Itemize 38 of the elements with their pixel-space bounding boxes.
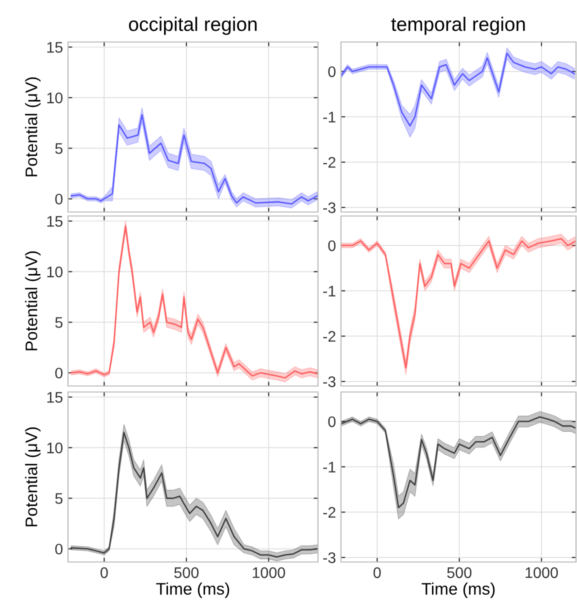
- x-tick-label: 0: [100, 567, 108, 578]
- y-tick-label: -1: [323, 112, 336, 122]
- y-tick-label: 15: [47, 216, 62, 227]
- x-tick-label: 1000: [526, 567, 558, 578]
- y-axis-title: Potential (μV): [25, 251, 41, 350]
- y-tick-label: -2: [323, 507, 336, 518]
- x-axis-title: Time (ms): [422, 582, 495, 598]
- y-tick-label: -3: [323, 202, 336, 214]
- y-tick-label: 10: [47, 266, 63, 278]
- y-tick-label: -2: [323, 157, 336, 168]
- y-tick-label: 0: [328, 240, 336, 252]
- y-tick-label: -3: [323, 552, 336, 564]
- y-tick-label: 0: [328, 416, 336, 428]
- y-tick-label: 0: [328, 66, 336, 78]
- y-tick-label: -1: [323, 462, 336, 472]
- y-axis-title: Potential (μV): [25, 77, 41, 176]
- x-tick-label: 500: [447, 567, 472, 578]
- y-tick-label: 10: [47, 442, 63, 454]
- x-axis-title: Time (ms): [156, 582, 230, 598]
- y-tick-label: 15: [47, 392, 62, 403]
- y-tick-label: -3: [323, 376, 336, 388]
- y-tick-label: 5: [55, 317, 62, 328]
- chart-title: temporal region: [391, 16, 525, 35]
- line-series: [341, 52, 576, 127]
- y-tick-label: 10: [47, 92, 63, 104]
- y-tick-label: -1: [323, 286, 336, 296]
- y-tick-label: 0: [55, 544, 63, 555]
- x-tick-label: 0: [374, 567, 381, 578]
- x-tick-label: 1000: [252, 567, 286, 578]
- y-axis-title: Potential (μV): [25, 427, 41, 526]
- y-tick-label: 0: [55, 194, 63, 205]
- chart-title: occipital region: [128, 16, 257, 35]
- x-tick-label: 500: [174, 567, 199, 578]
- y-tick-label: 5: [55, 493, 62, 504]
- y-tick-label: 5: [55, 143, 62, 154]
- y-tick-label: -2: [323, 331, 336, 342]
- y-tick-label: 0: [55, 368, 63, 379]
- y-tick-label: 15: [47, 42, 62, 53]
